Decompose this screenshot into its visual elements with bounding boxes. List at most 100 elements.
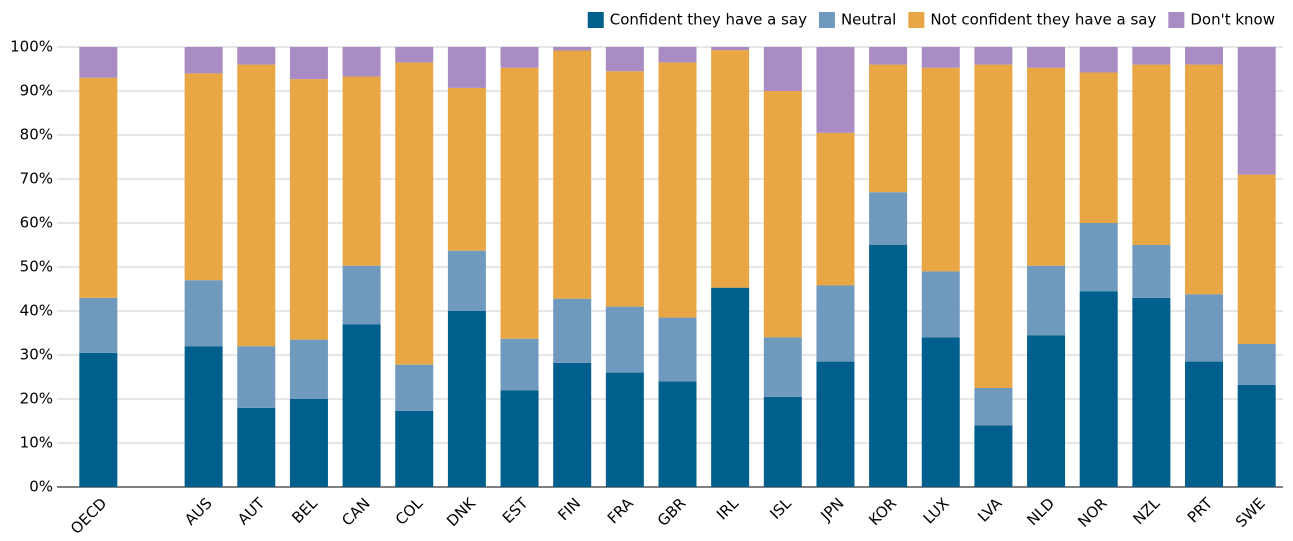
bar-segment (605, 71, 644, 307)
bar-segment (395, 47, 434, 63)
x-tick-label: DNK (443, 493, 480, 530)
bar-segment (763, 47, 802, 91)
bar-segment (395, 364, 434, 411)
bar-segment (500, 47, 539, 68)
y-tick-label: 60% (20, 214, 53, 232)
bar-segment (79, 47, 118, 78)
bar-segment (816, 47, 855, 133)
x-tick-label: EST (499, 494, 532, 527)
bar-segment (1185, 47, 1224, 65)
bar-segment (1185, 64, 1224, 295)
bar-segment (395, 62, 434, 365)
bar-segment (658, 317, 697, 382)
bar-segment (605, 306, 644, 373)
bar-segment (763, 337, 802, 397)
bar-segment (289, 399, 328, 487)
bar-segment (553, 50, 592, 299)
bar-segment (1237, 344, 1276, 385)
bar-segment (1027, 47, 1066, 68)
bar-segment (237, 47, 276, 65)
bar-segment (1132, 47, 1171, 65)
bar-segment (1132, 297, 1171, 487)
bar-segment (500, 338, 539, 391)
y-tick-label: 100% (10, 38, 53, 56)
bar-segment (869, 47, 908, 65)
x-tick-label: ISL (766, 494, 795, 523)
legend-swatch (1168, 12, 1185, 28)
bar-segment (921, 47, 960, 68)
bar-segment (1185, 361, 1224, 487)
x-tick-label: CAN (338, 494, 373, 529)
bar-segment (342, 47, 381, 77)
bar-segment (974, 388, 1013, 426)
x-tick-label: COL (392, 494, 427, 529)
bar-segment (1079, 72, 1118, 224)
bar-segment (553, 362, 592, 487)
bar-segment (974, 425, 1013, 487)
bar-segment (658, 47, 697, 63)
bar-segment (1079, 291, 1118, 487)
x-tick-label: OECD (67, 494, 110, 537)
bar-segment (974, 64, 1013, 388)
bar-segment (342, 76, 381, 266)
x-tick-label: PRT (1184, 494, 1217, 527)
bar-segment (1132, 64, 1171, 245)
legend-swatch (587, 12, 604, 28)
bar-segment (1027, 265, 1066, 336)
bar-segment (816, 132, 855, 286)
bar-segment (500, 390, 539, 487)
bar-segment (658, 381, 697, 487)
bar-segment (395, 410, 434, 487)
bar-segment (921, 67, 960, 272)
bar-segment (184, 280, 223, 347)
bar-segment (921, 337, 960, 487)
y-tick-label: 40% (20, 302, 53, 320)
x-tick-label: NLD (1023, 494, 1058, 529)
x-tick-label: LUX (920, 494, 953, 527)
bar-segment (500, 67, 539, 339)
legend-label: Confident they have a say (610, 11, 807, 29)
bar-segment (237, 407, 276, 487)
bar-segment (289, 79, 328, 340)
bar-segment (237, 64, 276, 347)
legend-label: Don't know (1190, 11, 1275, 29)
bar-segment (1237, 384, 1276, 487)
bar-segment (342, 265, 381, 325)
bar-segment (869, 245, 908, 487)
legend-label: Not confident they have a say (930, 11, 1156, 29)
bar-segment (869, 64, 908, 193)
y-tick-label: 90% (20, 82, 53, 100)
y-tick-label: 0% (29, 478, 53, 496)
bar-segment (711, 47, 750, 51)
bar-segment (816, 285, 855, 362)
bar-segment (289, 47, 328, 80)
x-tick-label: SWE (1232, 494, 1269, 531)
bar-segment (184, 47, 223, 74)
x-tick-label: NOR (1074, 494, 1110, 530)
bar-segment (1185, 294, 1224, 362)
bar-segment (447, 47, 486, 88)
bar-segment (237, 346, 276, 408)
bar-segment (447, 250, 486, 311)
bar-segment (605, 47, 644, 72)
y-tick-label: 20% (20, 390, 53, 408)
x-tick-label: BEL (288, 494, 321, 527)
bar-segment (553, 47, 592, 51)
legend-swatch (908, 12, 925, 28)
bar-segment (974, 47, 1013, 65)
x-tick-label: AUT (234, 494, 269, 529)
y-tick-label: 50% (20, 258, 53, 276)
x-tick-label: LVA (974, 494, 1006, 526)
bar-segment (289, 339, 328, 399)
x-tick-label: NZL (1130, 494, 1164, 528)
y-tick-label: 10% (20, 434, 53, 452)
x-tick-label: KOR (865, 494, 900, 529)
bar-segment (447, 311, 486, 487)
x-tick-label: IRL (713, 494, 743, 524)
bar-segment (1132, 245, 1171, 298)
x-tick-label: JPN (817, 494, 848, 525)
bar-segment (1079, 223, 1118, 292)
bar-segment (447, 87, 486, 251)
bar-segment (1079, 47, 1118, 73)
